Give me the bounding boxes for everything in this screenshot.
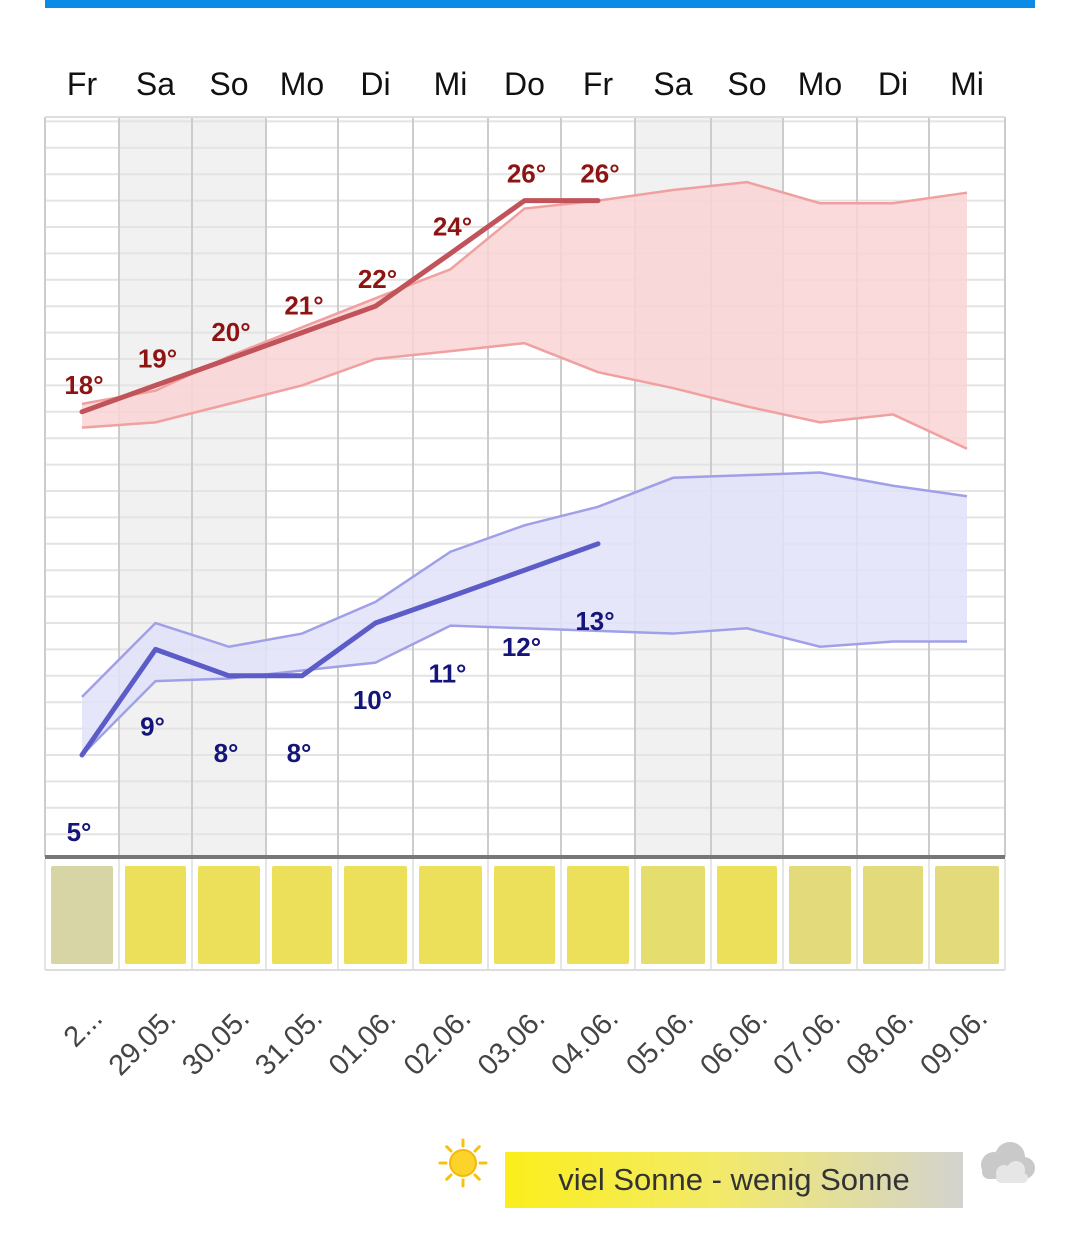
- sunshine-bar: [935, 866, 999, 964]
- sunshine-bar: [419, 866, 482, 964]
- date-label: 08.06.: [840, 1002, 920, 1082]
- left-margin: [0, 0, 45, 1234]
- weekend-shade: [192, 117, 266, 857]
- weekday-label: Mi: [950, 66, 984, 102]
- min-temperature-label: 12°: [502, 632, 541, 662]
- min-temperature-label: 5°: [67, 817, 92, 847]
- min-temperature-label: 10°: [353, 685, 392, 715]
- sunshine-bar: [125, 866, 186, 964]
- max-temperature-label: 26°: [580, 159, 619, 189]
- date-label: 29.05.: [103, 1002, 183, 1082]
- weekday-label: Sa: [136, 66, 175, 102]
- min-temperature-band-lower-edge: [81, 624, 967, 756]
- sun-icon: [438, 1138, 488, 1188]
- min-temperature-label: 8°: [214, 738, 239, 768]
- max-temperature-label: 19°: [138, 343, 177, 373]
- min-temperature-label: 11°: [429, 659, 467, 689]
- date-label: 07.06.: [767, 1002, 847, 1082]
- min-temperature-band-upper-edge: [81, 471, 968, 698]
- min-temperature-line: [79, 541, 601, 758]
- sunshine-bar: [789, 866, 851, 964]
- date-label: 31.05.: [249, 1002, 329, 1082]
- sunshine-bar: [494, 866, 555, 964]
- date-label: 30.05.: [176, 1002, 256, 1082]
- weekday-label: So: [209, 66, 248, 102]
- weekday-label: Sa: [653, 66, 692, 102]
- weekday-label: Mo: [280, 66, 324, 102]
- date-label: 03.06.: [472, 1002, 552, 1082]
- sunshine-bar: [567, 866, 629, 964]
- cloud-icon: [981, 1142, 1035, 1183]
- date-label: 04.06.: [545, 1002, 625, 1082]
- max-temperature-label: 24°: [433, 211, 472, 241]
- date-label: 01.06.: [323, 1002, 403, 1082]
- legend-label: viel Sonne - wenig Sonne: [558, 1162, 910, 1197]
- max-temperature-label: 26°: [507, 159, 546, 189]
- sunshine-bar: [344, 866, 407, 964]
- max-temperature-band-lower-edge: [81, 341, 968, 450]
- min-temperature-label: 8°: [287, 738, 312, 768]
- weekday-label: Mi: [434, 66, 468, 102]
- sunshine-bar: [198, 866, 260, 964]
- date-label: 09.06.: [914, 1002, 994, 1082]
- sunshine-bar: [863, 866, 923, 964]
- weekday-label: Di: [878, 66, 908, 102]
- date-label: 2...: [58, 1002, 109, 1053]
- date-label: 05.06.: [620, 1002, 700, 1082]
- max-temperature-label: 20°: [211, 317, 250, 347]
- min-temperature-label: 13°: [575, 606, 614, 636]
- sunshine-bar: [717, 866, 777, 964]
- max-temperature-label: 18°: [64, 370, 103, 400]
- weekday-label: Di: [360, 66, 390, 102]
- sunshine-legend: viel Sonne - wenig Sonne: [505, 1152, 963, 1208]
- min-temperature-label: 9°: [140, 711, 165, 741]
- weekday-label: Do: [504, 66, 545, 102]
- weekend-shade: [119, 117, 192, 857]
- weekday-label: Fr: [67, 66, 98, 102]
- max-temperature-band-area: [82, 182, 967, 449]
- sunshine-bar: [641, 866, 705, 964]
- max-temperature-label: 21°: [284, 291, 323, 321]
- min-temperature-band-area: [82, 472, 967, 755]
- sunshine-bar: [272, 866, 332, 964]
- accent-top-bar: [45, 0, 1035, 8]
- sunshine-bar: [51, 866, 113, 964]
- date-label: 02.06.: [398, 1002, 478, 1082]
- max-temperature-line: [79, 198, 601, 415]
- weekday-label: Fr: [583, 66, 614, 102]
- weekday-label: So: [727, 66, 766, 102]
- right-margin: [1035, 0, 1080, 1234]
- date-label: 06.06.: [694, 1002, 774, 1082]
- max-temperature-label: 22°: [358, 264, 397, 294]
- weekday-label: Mo: [798, 66, 842, 102]
